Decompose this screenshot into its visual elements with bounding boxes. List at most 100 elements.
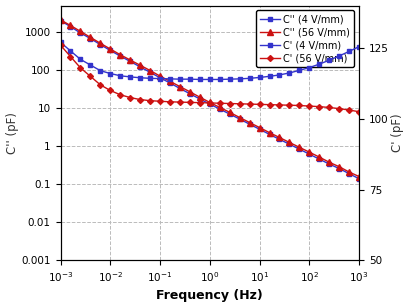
C' (56 V/mm) bbox=[237, 102, 242, 106]
C' (4 V/mm) bbox=[306, 66, 311, 69]
C'' (56 V/mm) bbox=[68, 24, 73, 27]
C' (56 V/mm) bbox=[58, 43, 63, 47]
C'' (56 V/mm) bbox=[137, 63, 142, 67]
C'' (56 V/mm) bbox=[78, 30, 83, 33]
C'' (56 V/mm) bbox=[177, 85, 182, 88]
C'' (56 V/mm) bbox=[227, 111, 231, 114]
C' (56 V/mm) bbox=[128, 96, 133, 99]
C'' (4 V/mm) bbox=[296, 147, 301, 151]
C' (56 V/mm) bbox=[247, 102, 252, 106]
C'' (4 V/mm) bbox=[177, 87, 182, 90]
C' (56 V/mm) bbox=[256, 103, 261, 106]
C' (4 V/mm) bbox=[137, 76, 142, 79]
C' (56 V/mm) bbox=[306, 104, 311, 108]
C'' (4 V/mm) bbox=[98, 43, 103, 47]
C'' (56 V/mm) bbox=[207, 101, 212, 104]
C'' (56 V/mm) bbox=[98, 41, 103, 45]
C'' (56 V/mm) bbox=[167, 79, 172, 83]
C' (4 V/mm) bbox=[167, 77, 172, 81]
C'' (4 V/mm) bbox=[276, 137, 281, 141]
C'' (4 V/mm) bbox=[217, 107, 222, 111]
C' (4 V/mm) bbox=[117, 74, 122, 78]
C' (56 V/mm) bbox=[137, 98, 142, 101]
C'' (4 V/mm) bbox=[316, 157, 321, 161]
C'' (56 V/mm) bbox=[217, 106, 222, 109]
C'' (4 V/mm) bbox=[167, 81, 172, 85]
C' (56 V/mm) bbox=[266, 103, 271, 107]
Legend: C'' (4 V/mm), C'' (56 V/mm), C' (4 V/mm), C' (56 V/mm): C'' (4 V/mm), C'' (56 V/mm), C' (4 V/mm)… bbox=[256, 10, 353, 67]
C'' (56 V/mm) bbox=[256, 126, 261, 129]
C' (56 V/mm) bbox=[326, 106, 331, 109]
C' (4 V/mm) bbox=[147, 76, 152, 80]
C'' (4 V/mm) bbox=[356, 177, 361, 180]
C' (4 V/mm) bbox=[98, 69, 103, 72]
C' (4 V/mm) bbox=[316, 62, 321, 66]
C' (56 V/mm) bbox=[217, 101, 222, 105]
C'' (56 V/mm) bbox=[58, 18, 63, 22]
C'' (56 V/mm) bbox=[237, 116, 242, 120]
C' (4 V/mm) bbox=[276, 73, 281, 77]
C'' (4 V/mm) bbox=[266, 132, 271, 136]
C'' (56 V/mm) bbox=[356, 175, 361, 178]
C'' (4 V/mm) bbox=[147, 71, 152, 74]
C' (56 V/mm) bbox=[227, 102, 231, 105]
C' (56 V/mm) bbox=[68, 55, 73, 58]
C' (56 V/mm) bbox=[98, 83, 103, 87]
C' (4 V/mm) bbox=[68, 49, 73, 53]
C' (56 V/mm) bbox=[78, 66, 83, 70]
C' (4 V/mm) bbox=[247, 76, 252, 80]
C' (4 V/mm) bbox=[356, 45, 361, 48]
C'' (56 V/mm) bbox=[88, 35, 92, 39]
C'' (4 V/mm) bbox=[346, 172, 351, 176]
C'' (56 V/mm) bbox=[128, 58, 133, 62]
C' (56 V/mm) bbox=[167, 100, 172, 104]
C'' (56 V/mm) bbox=[336, 165, 341, 168]
C'' (4 V/mm) bbox=[326, 162, 331, 166]
C'' (4 V/mm) bbox=[128, 59, 133, 63]
C'' (4 V/mm) bbox=[237, 117, 242, 121]
C'' (56 V/mm) bbox=[326, 160, 331, 164]
C'' (56 V/mm) bbox=[316, 155, 321, 159]
C'' (56 V/mm) bbox=[108, 47, 112, 51]
C' (56 V/mm) bbox=[108, 89, 112, 92]
C' (4 V/mm) bbox=[227, 77, 231, 81]
C'' (4 V/mm) bbox=[108, 49, 112, 52]
C' (4 V/mm) bbox=[286, 71, 291, 75]
C' (56 V/mm) bbox=[286, 103, 291, 107]
C'' (4 V/mm) bbox=[78, 31, 83, 35]
C' (56 V/mm) bbox=[316, 105, 321, 108]
Line: C' (56 V/mm): C' (56 V/mm) bbox=[58, 43, 360, 114]
X-axis label: Frequency (Hz): Frequency (Hz) bbox=[156, 290, 263, 302]
C' (4 V/mm) bbox=[346, 50, 351, 53]
C'' (4 V/mm) bbox=[256, 128, 261, 131]
C' (4 V/mm) bbox=[128, 75, 133, 79]
C'' (4 V/mm) bbox=[88, 37, 92, 40]
C'' (56 V/mm) bbox=[147, 69, 152, 72]
C'' (56 V/mm) bbox=[296, 145, 301, 149]
C' (4 V/mm) bbox=[237, 77, 242, 81]
C'' (4 V/mm) bbox=[117, 54, 122, 58]
C' (4 V/mm) bbox=[78, 58, 83, 61]
C' (4 V/mm) bbox=[296, 69, 301, 72]
Line: C' (4 V/mm): C' (4 V/mm) bbox=[58, 40, 361, 82]
C' (56 V/mm) bbox=[197, 101, 202, 104]
C'' (4 V/mm) bbox=[336, 167, 341, 170]
C' (56 V/mm) bbox=[336, 107, 341, 111]
C'' (4 V/mm) bbox=[197, 97, 202, 101]
C' (56 V/mm) bbox=[147, 99, 152, 103]
C' (4 V/mm) bbox=[266, 75, 271, 78]
C' (4 V/mm) bbox=[157, 77, 162, 80]
C'' (56 V/mm) bbox=[247, 121, 252, 124]
C' (4 V/mm) bbox=[187, 77, 192, 81]
C'' (4 V/mm) bbox=[187, 92, 192, 95]
C' (56 V/mm) bbox=[346, 108, 351, 112]
C'' (4 V/mm) bbox=[68, 25, 73, 28]
C' (56 V/mm) bbox=[356, 110, 361, 114]
C' (4 V/mm) bbox=[197, 78, 202, 81]
C' (56 V/mm) bbox=[88, 75, 92, 78]
C'' (4 V/mm) bbox=[137, 65, 142, 69]
C' (4 V/mm) bbox=[108, 72, 112, 75]
C' (4 V/mm) bbox=[177, 77, 182, 81]
C'' (4 V/mm) bbox=[306, 152, 311, 156]
C'' (56 V/mm) bbox=[187, 90, 192, 94]
